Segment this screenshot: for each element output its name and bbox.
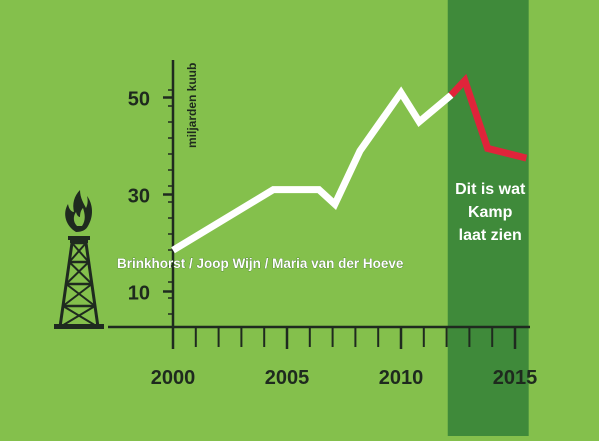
projection-annotation: Dit is wat Kamp laat zien bbox=[455, 181, 526, 244]
derrick-brace bbox=[65, 261, 90, 285]
annotation-line: laat zien bbox=[459, 227, 522, 244]
derrick-brace bbox=[62, 283, 93, 307]
y-tick-label: 50 bbox=[128, 89, 150, 111]
derrick-brace bbox=[65, 283, 96, 307]
y-axis-label: miljarden kuub bbox=[185, 63, 199, 148]
derrick-cap-lower bbox=[70, 240, 88, 243]
y-tick-label: 10 bbox=[128, 283, 150, 305]
derrick-cap bbox=[68, 236, 90, 240]
flame-shape bbox=[65, 190, 93, 232]
x-tick-label: 2015 bbox=[493, 367, 538, 389]
series-line-historic bbox=[171, 86, 454, 254]
derrick-brace bbox=[62, 305, 99, 328]
x-tick-label: 2005 bbox=[265, 367, 310, 389]
annotation-line: Kamp bbox=[468, 204, 513, 221]
derrick-brace bbox=[59, 305, 96, 328]
flame-inner bbox=[73, 208, 85, 226]
series-line-projection bbox=[448, 73, 528, 162]
annotation-line: Dit is wat bbox=[455, 181, 526, 198]
gas-derrick-flame-icon bbox=[54, 190, 104, 329]
derrick-brace bbox=[71, 242, 90, 263]
derrick-brace bbox=[68, 261, 93, 285]
chart-axes: 10 30 50 2000 2005 2010 2015 bbox=[108, 60, 537, 389]
chart-series bbox=[171, 73, 528, 254]
projection-highlight-band bbox=[447, 0, 529, 436]
y-tick-label: 30 bbox=[128, 186, 150, 208]
derrick-brace bbox=[68, 242, 87, 263]
credit-overlay: Brinkhorst / Joop Wijn / Maria van der H… bbox=[117, 256, 404, 271]
x-tick-label: 2010 bbox=[379, 367, 424, 389]
derrick-base bbox=[54, 324, 104, 329]
x-tick-label: 2000 bbox=[151, 367, 196, 389]
